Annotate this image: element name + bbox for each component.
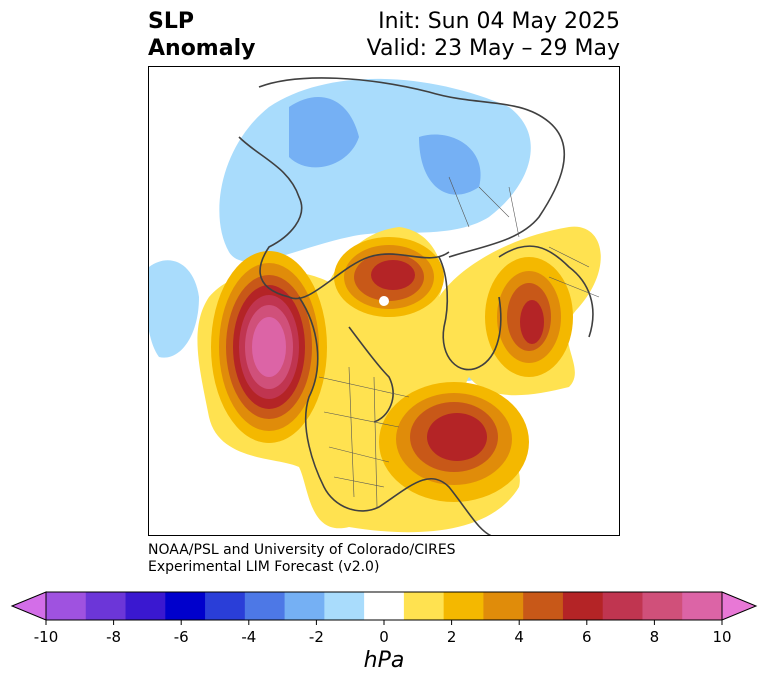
- colorbar-cell: [284, 592, 325, 620]
- colorbar-cell: [244, 592, 286, 620]
- colorbar-cell: [165, 592, 206, 620]
- credit-line-2: Experimental LIM Forecast (v2.0): [148, 559, 380, 575]
- colorbar-tick-label: 2: [447, 628, 457, 646]
- colorbar-cell: [483, 592, 524, 620]
- colorbar-tick-label: -4: [241, 628, 256, 646]
- positive-center-n-atlantic: [379, 382, 529, 502]
- colorbar-tick-label: -8: [106, 628, 121, 646]
- valid-dates: Valid: 23 May – 29 May: [366, 36, 620, 61]
- colorbar-cell: [85, 592, 127, 620]
- positive-center-n-pacific: [211, 251, 327, 443]
- colorbar-cell: [682, 592, 723, 620]
- colorbar-cell: [46, 592, 87, 620]
- colorbar-cell: [562, 592, 604, 620]
- colorbar-tick-label: 4: [514, 628, 524, 646]
- colorbar-cell: [443, 592, 484, 620]
- pole-marker: [379, 296, 389, 306]
- positive-center-siberia: [334, 237, 444, 317]
- colorbar-cell: [364, 592, 405, 620]
- colorbar-cells: [10, 591, 758, 621]
- colorbar-ticks: -10 -8 -6 -4 -2 0 2 4 6 8 10: [34, 620, 732, 646]
- colorbar-cell: [205, 592, 246, 620]
- colorbar-cell: [602, 592, 643, 620]
- colorbar-tick-label: 0: [379, 628, 389, 646]
- title-line-2: Anomaly: [148, 36, 256, 61]
- colorbar-extend-low: [10, 591, 47, 621]
- colorbar-tick-label: -6: [174, 628, 189, 646]
- colorbar-cell: [324, 592, 365, 620]
- title-line-1: SLP: [148, 9, 194, 34]
- colorbar-cell: [642, 592, 683, 620]
- colorbar-tick-label: 10: [712, 628, 731, 646]
- negative-region-arctic: [149, 78, 531, 424]
- credit-line-1: NOAA/PSL and University of Colorado/CIRE…: [148, 542, 456, 558]
- init-date: Init: Sun 04 May 2025: [378, 9, 620, 34]
- borders: [318, 176, 600, 508]
- colorbar: -10 -8 -6 -4 -2 0 2 4 6 8 10: [10, 591, 758, 646]
- coastlines: [238, 77, 594, 535]
- map-panel: [148, 66, 620, 536]
- colorbar-unit: hPa: [363, 648, 405, 673]
- colorbar-tick-label: 6: [582, 628, 592, 646]
- map-title: SLP Anomaly: [148, 8, 255, 62]
- colorbar-cell: [403, 592, 445, 620]
- slp-anomaly-map: [149, 77, 601, 535]
- colorbar-extend-high: [721, 591, 758, 621]
- positive-center-ural: [485, 257, 573, 377]
- colorbar-tick-label: -2: [309, 628, 324, 646]
- colorbar-cell: [523, 592, 564, 620]
- colorbar-tick-label: 8: [650, 628, 660, 646]
- colorbar-cell: [125, 592, 166, 620]
- colorbar-tick-label: -10: [34, 628, 59, 646]
- forecast-dates: Init: Sun 04 May 2025 Valid: 23 May – 29…: [367, 8, 620, 62]
- credit-text: NOAA/PSL and University of Colorado/CIRE…: [148, 542, 456, 576]
